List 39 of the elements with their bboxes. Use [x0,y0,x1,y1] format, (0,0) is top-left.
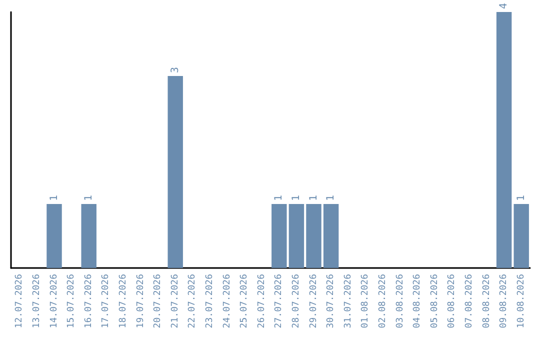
x-tick-label: 21.07.2026 [170,274,180,328]
x-tick-label: 28.07.2026 [291,274,302,328]
x-tick-label: 04.08.2026 [412,274,423,328]
x-tick-label: 25.07.2026 [240,274,250,328]
data-label: 4 [498,2,510,9]
x-tick-label: 02.08.2026 [378,274,388,328]
x-tick-label: 09.08.2026 [499,274,510,328]
data-label: 1 [308,194,320,201]
x-tick-label: 01.08.2026 [360,274,371,328]
x-tick-label: 07.08.2026 [464,274,474,328]
x-tick-label: 26.07.2026 [256,274,267,328]
data-label: 1 [48,194,60,201]
x-tick-label: 30.07.2026 [326,274,336,328]
x-tick-label: 12.07.2026 [14,274,25,328]
x-tick-label: 18.07.2026 [118,274,128,328]
x-tick-label: 03.08.2026 [395,274,406,328]
data-label: 1 [290,194,302,201]
data-label: 1 [274,194,285,201]
x-tick-label: 29.07.2026 [308,274,319,328]
x-tick-label: 19.07.2026 [136,274,146,328]
data-label: 1 [83,194,94,201]
x-tick-label: 15.07.2026 [66,274,77,328]
x-tick-label: 13.07.2026 [32,274,42,328]
data-label: 1 [516,194,527,201]
x-tick-label: 16.07.2026 [84,274,94,328]
x-tick-label: 31.07.2026 [343,274,354,328]
x-tick-label: 06.08.2026 [447,274,458,328]
x-tick-label: 27.07.2026 [274,274,284,328]
x-tick-label: 20.07.2026 [153,274,164,328]
x-tick-label: 22.07.2026 [188,274,198,328]
x-tick-label: 17.07.2026 [101,274,112,328]
data-label: 1 [326,194,337,201]
x-tick-label: 24.07.2026 [222,274,232,328]
x-tick-label: 08.08.2026 [482,274,492,328]
x-tick-label: 05.08.2026 [430,274,440,328]
data-label: 3 [170,66,181,73]
x-tick-label: 14.07.2026 [49,274,60,328]
x-tick-label: 10.08.2026 [516,274,526,328]
x-tick-label: 23.07.2026 [204,274,215,328]
